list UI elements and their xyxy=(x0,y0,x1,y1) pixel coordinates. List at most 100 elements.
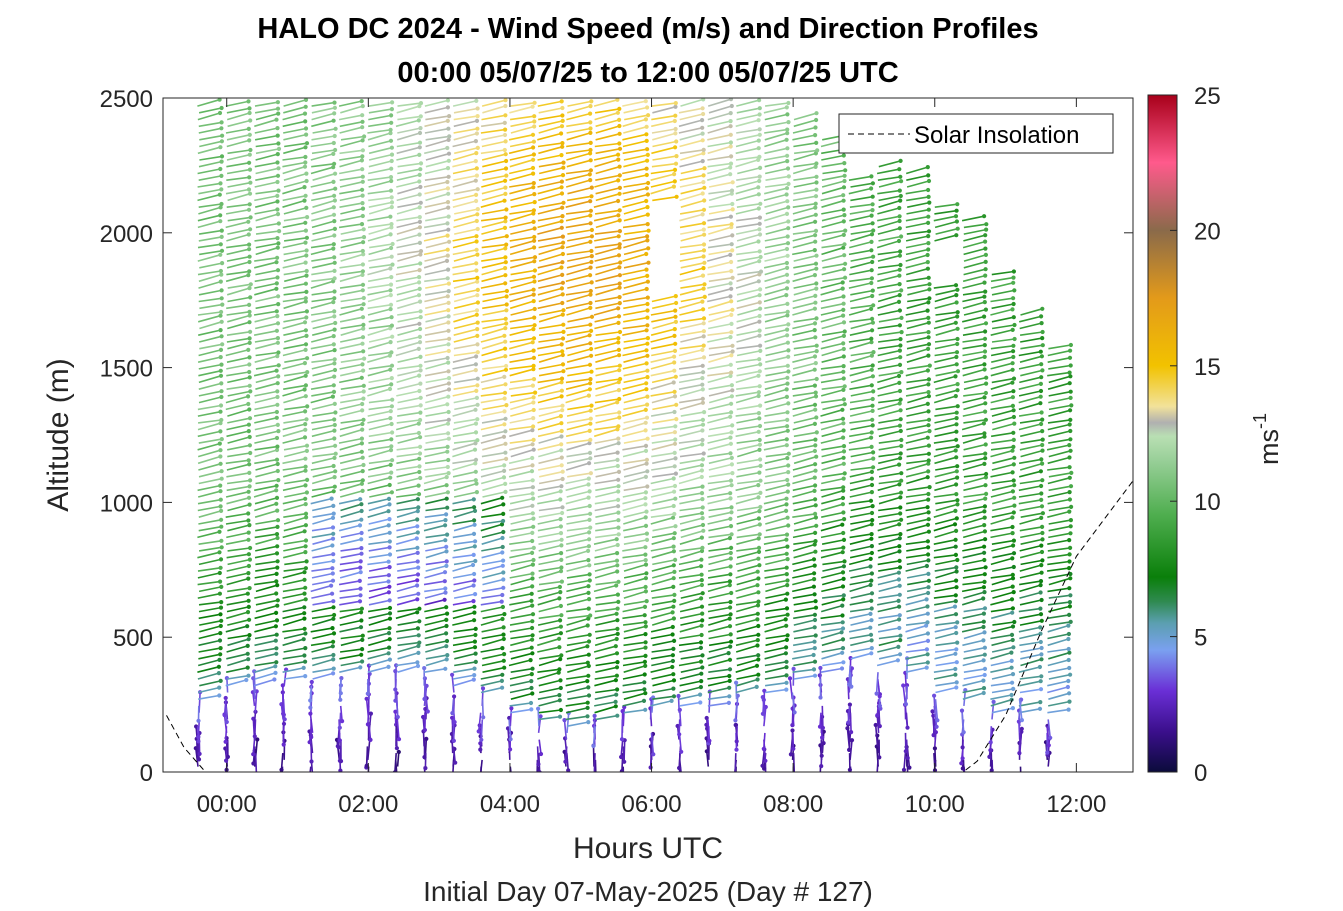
wind-barb-head xyxy=(756,411,762,416)
wind-barb-head xyxy=(700,212,705,217)
wind-barb-head xyxy=(330,644,335,649)
wind-barb-head xyxy=(843,168,848,173)
wind-barb-head xyxy=(359,610,364,615)
wind-barb xyxy=(509,766,512,772)
wind-barb-head xyxy=(503,441,508,446)
wind-barb-head xyxy=(758,287,763,292)
wind-barb-head xyxy=(756,483,761,488)
wind-barb xyxy=(763,294,787,303)
wind-barb xyxy=(623,316,648,323)
wind-barb xyxy=(423,403,448,411)
wind-barb-head xyxy=(475,438,480,443)
wind-barb xyxy=(395,422,420,431)
wind-barb-head xyxy=(218,461,223,466)
wind-barb xyxy=(509,260,535,269)
wind-barb-head xyxy=(589,234,595,239)
wind-barb-head xyxy=(417,340,423,345)
wind-barb-head xyxy=(389,421,394,427)
wind-barb xyxy=(735,644,758,653)
wind-barb-head xyxy=(360,637,365,643)
wind-barb xyxy=(227,587,250,593)
wind-barb xyxy=(368,586,390,593)
wind-barb xyxy=(764,314,788,323)
wind-barb xyxy=(424,432,449,438)
wind-barb xyxy=(707,680,730,687)
wind-barb xyxy=(765,430,788,438)
wind-barb xyxy=(227,619,250,626)
wind-barb xyxy=(874,724,879,747)
wind-barb xyxy=(623,572,647,579)
wind-barb-head xyxy=(445,145,450,151)
wind-barb-head xyxy=(784,387,789,392)
wind-barb-head xyxy=(219,469,224,474)
wind-barb-head xyxy=(332,100,337,105)
wind-barb-head xyxy=(531,208,537,213)
wind-barb-head xyxy=(503,246,508,251)
wind-barb xyxy=(707,479,732,485)
wind-barb-head xyxy=(360,119,365,124)
wind-barb xyxy=(226,472,250,478)
wind-barb-head xyxy=(368,737,373,743)
wind-barb xyxy=(765,220,789,229)
wind-barb xyxy=(509,497,534,505)
wind-barb-head xyxy=(389,145,394,150)
wind-barb-head xyxy=(728,605,733,610)
wind-barb-head xyxy=(451,776,455,780)
wind-barb xyxy=(395,432,420,438)
wind-barb xyxy=(907,364,930,370)
wind-barb xyxy=(878,199,901,208)
wind-barb xyxy=(368,153,393,161)
wind-barb xyxy=(283,133,307,141)
chart-subtitle: 00:00 05/07/25 to 12:00 05/07/25 UTC xyxy=(397,57,898,89)
wind-barb-head xyxy=(557,636,562,641)
wind-barb-head xyxy=(218,181,223,186)
wind-barb xyxy=(736,654,759,660)
wind-barb-head xyxy=(531,181,536,186)
wind-barb-head xyxy=(218,429,223,434)
wind-barb xyxy=(793,350,817,357)
wind-barb-head xyxy=(414,536,419,541)
wind-barb-head xyxy=(758,463,763,468)
wind-barb xyxy=(225,209,250,215)
wind-barb xyxy=(453,439,478,444)
wind-barb-head xyxy=(531,400,536,405)
wind-barb xyxy=(820,621,843,626)
wind-barb-head xyxy=(444,631,449,636)
wind-barb-head xyxy=(481,715,486,720)
wind-barb-head xyxy=(503,429,508,434)
wind-barb-head xyxy=(898,408,903,413)
wind-barb xyxy=(538,715,561,721)
wind-barb-head xyxy=(645,368,650,373)
wind-barb-head xyxy=(219,234,224,239)
wind-barb-head xyxy=(645,315,650,320)
wind-barb-head xyxy=(444,496,449,501)
wind-barb-head xyxy=(899,370,904,375)
wind-barb xyxy=(595,688,618,694)
wind-barb-head xyxy=(643,496,648,501)
wind-barb xyxy=(567,721,589,727)
wind-barb xyxy=(565,378,591,384)
wind-barb-head xyxy=(761,746,766,751)
wind-barb xyxy=(480,216,506,222)
wind-barb-head xyxy=(645,152,650,157)
wind-barb-head xyxy=(304,178,309,184)
wind-barb-head xyxy=(645,375,650,380)
wind-barb-head xyxy=(614,651,620,656)
wind-barb-head xyxy=(396,749,401,755)
wind-barb-head xyxy=(387,545,392,550)
wind-barb xyxy=(707,436,731,444)
wind-barb-head xyxy=(473,178,478,183)
wind-barb-head xyxy=(617,415,622,420)
wind-barb xyxy=(198,273,222,283)
wind-barb xyxy=(509,687,532,694)
wind-barb-head xyxy=(700,400,706,405)
wind-barb xyxy=(367,560,389,566)
wind-barb xyxy=(822,229,846,235)
wind-barb-head xyxy=(219,309,224,315)
wind-barb xyxy=(510,102,535,107)
wind-barb xyxy=(907,580,930,586)
wind-barb xyxy=(623,646,646,653)
wind-barb xyxy=(707,606,731,613)
wind-barb xyxy=(339,490,363,498)
wind-barb xyxy=(850,505,873,512)
